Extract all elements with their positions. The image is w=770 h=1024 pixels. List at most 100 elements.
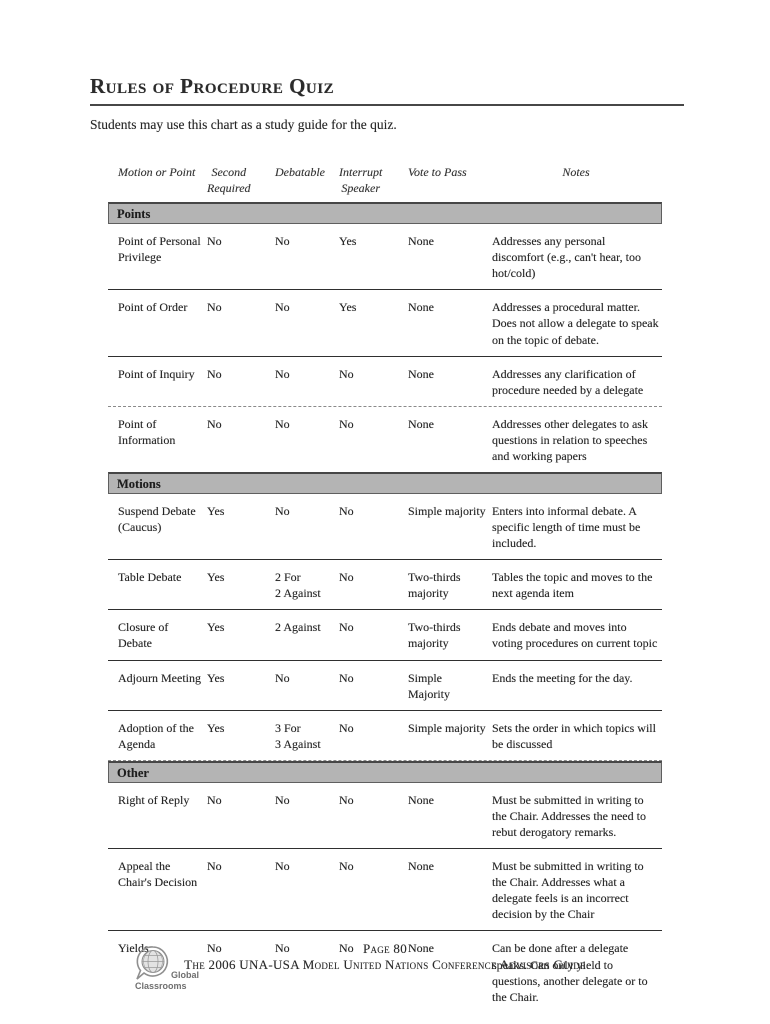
cell-notes: Must be submitted in writing to the Chai…	[492, 859, 644, 922]
cell-debatable: No	[275, 670, 290, 685]
cell-motion: Suspend Debate (Caucus)	[118, 504, 196, 535]
column-header-vote-to-pass: Vote to Pass	[408, 165, 467, 179]
cell-interrupt-speaker: Yes	[339, 300, 357, 315]
cell-second-required: No	[207, 941, 222, 956]
cell-motion: Point of Inquiry	[118, 366, 195, 381]
cell-interrupt-speaker: No	[339, 620, 354, 635]
title-rule	[90, 104, 684, 106]
cell-motion: Closure of Debate	[118, 620, 169, 651]
cell-debatable: No	[275, 792, 290, 807]
column-header-second-required: Second Required	[205, 162, 273, 196]
cell-second-required: Yes	[207, 570, 225, 585]
cell-interrupt-speaker: No	[339, 941, 354, 956]
table-row: Adjourn Meeting Yes No No Simple Majorit…	[108, 661, 662, 711]
cell-vote-to-pass: Simple majority	[408, 720, 486, 735]
logo-text-global: Global	[171, 970, 199, 980]
table-row: Point of Information No No No None Addre…	[108, 407, 662, 472]
table-row: Suspend Debate (Caucus) Yes No No Simple…	[108, 494, 662, 561]
cell-debatable: No	[275, 416, 290, 431]
cell-interrupt-speaker: No	[339, 416, 354, 431]
section-header-motions: Motions	[108, 472, 662, 495]
table-row: Yields No No No None Can be done after a…	[108, 931, 662, 1012]
page-footer: Page 80 The 2006 UNA-USA Model United Na…	[0, 941, 770, 973]
table-header-row: Motion or Point Second Required Debatabl…	[108, 158, 662, 202]
cell-interrupt-speaker: No	[339, 570, 354, 585]
cell-debatable: No	[275, 234, 290, 249]
cell-notes: Ends the meeting for the day.	[492, 670, 633, 685]
cell-debatable: 3 For 3 Against	[275, 720, 321, 751]
cell-vote-to-pass: Two-thirds majority	[408, 620, 461, 651]
cell-debatable: 2 For 2 Against	[275, 570, 321, 601]
cell-vote-to-pass: None	[408, 416, 434, 431]
cell-notes: Addresses any personal discomfort (e.g.,…	[492, 234, 641, 281]
table-row: Right of Reply No No No None Must be sub…	[108, 783, 662, 850]
table-row: Point of Order No No Yes None Addresses …	[108, 290, 662, 357]
cell-debatable: No	[275, 941, 290, 956]
section-header-other: Other	[108, 760, 662, 783]
cell-vote-to-pass: Two-thirds majority	[408, 570, 461, 601]
cell-motion: Point of Personal Privilege	[118, 234, 201, 265]
logo-text-classrooms: Classrooms	[135, 981, 187, 991]
section-header-points: Points	[108, 202, 662, 225]
cell-notes: Addresses other delegates to ask questio…	[492, 416, 648, 463]
column-header-debatable: Debatable	[275, 165, 325, 179]
table-row: Closure of Debate Yes 2 Against No Two-t…	[108, 610, 662, 661]
table-row: Point of Inquiry No No No None Addresses…	[108, 357, 662, 407]
cell-interrupt-speaker: No	[339, 720, 354, 735]
cell-vote-to-pass: None	[408, 859, 434, 874]
cell-interrupt-speaker: Yes	[339, 234, 357, 249]
cell-interrupt-speaker: No	[339, 792, 354, 807]
global-classrooms-logo: Global Classrooms	[135, 946, 199, 991]
cell-vote-to-pass: None	[408, 234, 434, 249]
cell-notes: Tables the topic and moves to the next a…	[492, 570, 653, 601]
cell-vote-to-pass: Simple majority	[408, 504, 486, 519]
cell-second-required: No	[207, 859, 222, 874]
cell-second-required: No	[207, 366, 222, 381]
column-header-notes: Notes	[562, 165, 590, 179]
column-header-motion-or-point: Motion or Point	[118, 165, 196, 179]
cell-notes: Addresses a procedural matter. Does not …	[492, 300, 659, 347]
intro-text: Students may use this chart as a study g…	[90, 117, 397, 132]
cell-motion: Point of Information	[118, 416, 176, 447]
cell-second-required: Yes	[207, 620, 225, 635]
cell-debatable: No	[275, 859, 290, 874]
cell-debatable: 2 Against	[275, 620, 321, 635]
cell-notes: Can be done after a delegate speaks. Can…	[492, 941, 648, 1004]
table-row: Table Debate Yes 2 For 2 Against No Two-…	[108, 560, 662, 611]
column-header-interrupt-speaker: Interrupt Speaker	[337, 162, 406, 196]
cell-second-required: Yes	[207, 720, 225, 735]
cell-notes: Enters into informal debate. A specific …	[492, 504, 641, 551]
table-row: Adoption of the Agenda Yes 3 For 3 Again…	[108, 711, 662, 761]
globe-icon	[141, 950, 165, 973]
cell-vote-to-pass: None	[408, 366, 434, 381]
cell-vote-to-pass: None	[408, 792, 434, 807]
cell-motion: Adjourn Meeting	[118, 670, 201, 685]
cell-second-required: Yes	[207, 670, 225, 685]
page-title: Rules of Procedure Quiz	[90, 74, 335, 98]
cell-motion: Table Debate	[118, 570, 182, 585]
cell-debatable: No	[275, 366, 290, 381]
table-row: Point of Personal Privilege No No Yes No…	[108, 224, 662, 291]
cell-vote-to-pass: Simple Majority	[408, 670, 450, 701]
cell-second-required: Yes	[207, 504, 225, 519]
speech-bubble-icon	[136, 946, 169, 980]
cell-debatable: No	[275, 300, 290, 315]
cell-notes: Must be submitted in writing to the Chai…	[492, 792, 646, 840]
column-header-label: Second Required	[207, 165, 251, 196]
cell-second-required: No	[207, 300, 222, 315]
cell-vote-to-pass: None	[408, 941, 434, 956]
table-row: Appeal the Chair's Decision No No No Non…	[108, 849, 662, 932]
cell-second-required: No	[207, 234, 222, 249]
cell-notes: Sets the order in which topics will be d…	[492, 720, 656, 751]
cell-interrupt-speaker: No	[339, 670, 354, 685]
cell-motion: Adoption of the Agenda	[118, 720, 194, 751]
cell-interrupt-speaker: No	[339, 859, 354, 874]
cell-notes: Ends debate and moves into voting proced…	[492, 620, 658, 651]
cell-interrupt-speaker: No	[339, 366, 354, 381]
column-header-label: Interrupt Speaker	[339, 165, 383, 196]
cell-vote-to-pass: None	[408, 300, 434, 315]
cell-notes: Addresses any clarification of procedure…	[492, 366, 644, 397]
footer-page-number: Page 80	[362, 941, 408, 956]
footer-guide-title: The 2006 UNA-USA Model United Nations Co…	[184, 957, 586, 972]
cell-second-required: No	[207, 416, 222, 431]
